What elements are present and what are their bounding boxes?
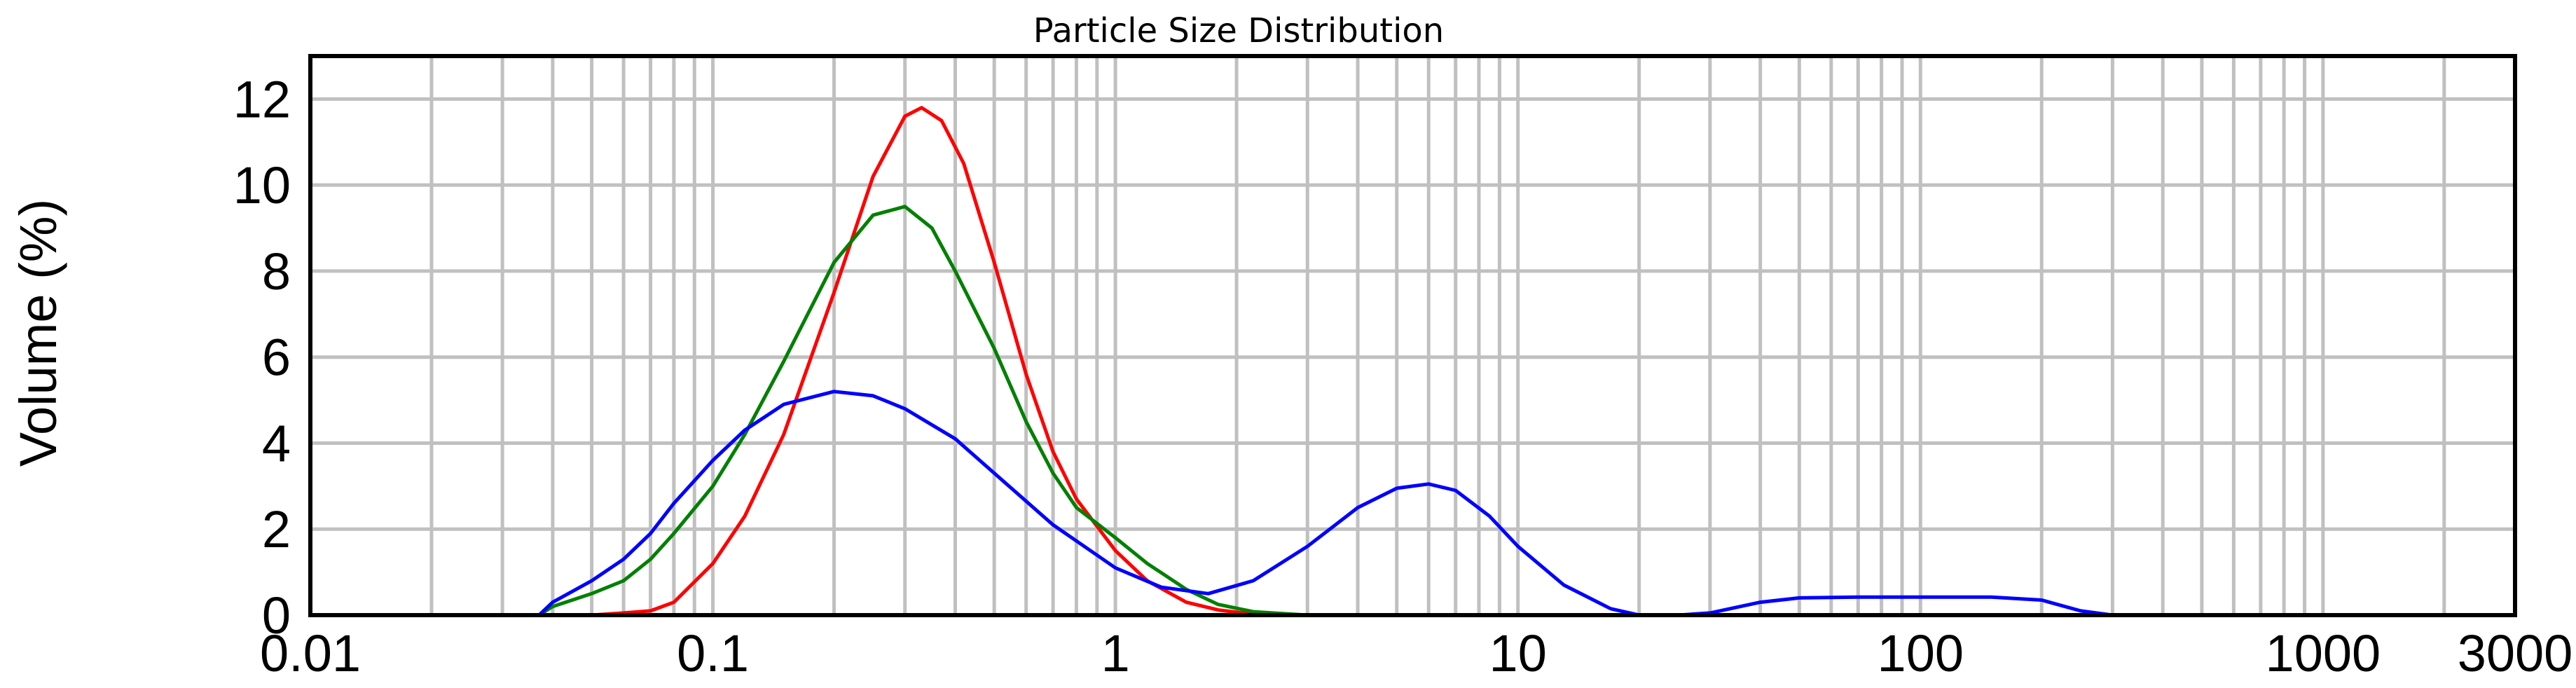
- series-line-2: [429, 205, 2083, 617]
- chart-title: Particle Size Distribution: [1033, 11, 1444, 50]
- x-tick-label: 10: [1489, 624, 1547, 682]
- plot-frame: [308, 54, 2517, 617]
- x-tick-label: 0.1: [677, 624, 749, 682]
- x-tick-label: 100: [1878, 624, 1964, 682]
- y-tick-label: 4: [262, 414, 291, 472]
- y-tick-label: 6: [262, 329, 291, 387]
- y-tick-label: 2: [262, 500, 291, 558]
- x-tick-label: 3000: [2458, 624, 2573, 682]
- y-tick-label: 12: [233, 70, 291, 128]
- x-tick-label: 1000: [2266, 624, 2381, 682]
- y-tick-labels: 0 2 4 6 8 10 12: [233, 70, 291, 645]
- x-tick-labels: 0.01 0.1 1 10 100 1000 3000: [260, 624, 2572, 682]
- series-line-3: [429, 390, 2446, 617]
- x-tick-label: 0.01: [260, 624, 361, 682]
- y-axis-label: Volume (%): [9, 199, 67, 467]
- grid-lines: [310, 56, 2515, 615]
- x-tick-label: 1: [1101, 624, 1130, 682]
- y-tick-label: 10: [233, 156, 291, 214]
- y-tick-label: 0: [262, 586, 291, 645]
- y-tick-label: 8: [262, 242, 291, 301]
